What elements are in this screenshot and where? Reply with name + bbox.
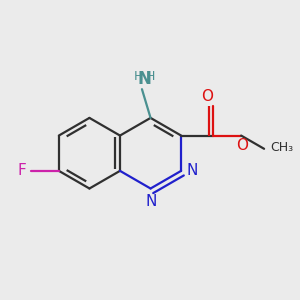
Text: O: O — [201, 89, 213, 104]
Text: N: N — [138, 70, 152, 88]
Text: F: F — [17, 163, 26, 178]
Text: H: H — [146, 70, 156, 83]
Text: O: O — [236, 138, 248, 153]
Text: N: N — [187, 163, 198, 178]
Text: H: H — [134, 70, 143, 83]
Text: CH₃: CH₃ — [270, 141, 293, 154]
Text: N: N — [146, 194, 157, 209]
